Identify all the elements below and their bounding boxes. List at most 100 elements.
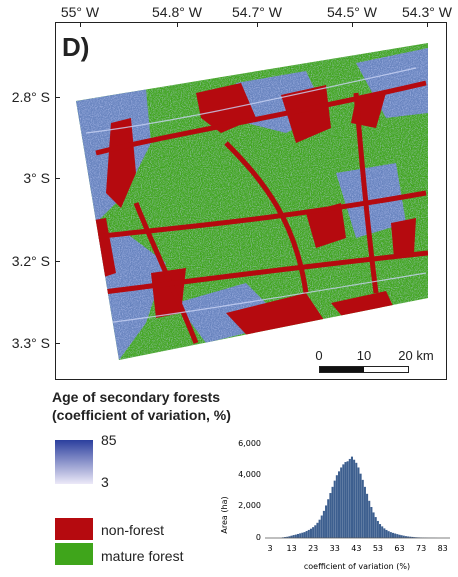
histogram-bar [309,528,312,538]
longitude-tick-label: 54.3° W [402,4,452,20]
tick-mark [55,97,60,98]
histogram-bar [400,535,403,538]
latitude-tick-label: 3° S [23,170,50,186]
histogram-bar [391,532,395,538]
tick-mark [427,22,428,27]
histogram-bar [316,522,319,538]
histogram-bar [387,531,390,538]
scale-label: 10 [356,348,372,363]
histogram-xtick: 33 [330,544,340,553]
histogram-bar [389,532,392,538]
histogram-xtick: 63 [394,544,404,553]
tick-mark [352,22,353,27]
histogram-xticks: 3 13 23 33 43 53 63 73 83 [267,544,447,553]
histogram-bar [385,529,388,538]
tick-mark [177,22,178,27]
latitude-tick-label: 3.3° S [11,335,50,351]
tick-mark [55,343,60,344]
histogram-bar [303,532,306,538]
histogram-bar [363,486,366,538]
latitude-tick-label: 3.2° S [11,253,50,269]
histogram-bar [396,534,399,538]
histogram-bar [355,462,358,538]
histogram-bar [333,480,336,538]
histogram-bar [413,537,416,538]
histogram-bar [361,479,364,538]
histogram-bar [407,536,410,538]
histogram-bar [340,467,343,538]
histogram-bar [305,531,308,538]
histogram-bar [318,519,321,538]
mature-forest-label: mature forest [101,548,184,564]
longitude-tick-label: 55° W [60,4,100,20]
histogram-bar [379,524,382,538]
non-forest-swatch [55,518,93,540]
histogram-bar [353,459,356,538]
histogram-bar [409,536,412,538]
legend-title: Age of secondary forests (coefficient of… [52,388,231,424]
histogram-xtick: 13 [286,544,296,553]
histogram-xtick: 43 [351,544,361,553]
scale-bar [319,366,409,373]
histogram-bar [342,464,345,538]
histogram-xtick: 83 [438,544,448,553]
histogram-xtick: 23 [308,544,318,553]
histogram-bar [299,533,302,538]
histogram-bar [411,536,414,538]
histogram-bar [284,537,287,538]
histogram-bar [376,520,379,538]
histogram-bar [288,536,291,538]
histogram-xtick: 53 [373,544,383,553]
histogram-bar [320,515,323,538]
longitude-tick-label: 54.5° W [327,4,377,20]
tick-mark [257,22,258,27]
histogram-bar [359,473,362,538]
histogram-bar [346,461,349,538]
classified-map [76,43,428,360]
histogram-bar [402,535,405,538]
histogram-bar [327,499,330,538]
histogram-xlabel: coefficient of variation (%) [304,562,410,571]
histogram-bar [398,534,401,538]
histogram-bar [294,534,297,538]
histogram-ylabel: Area (ha) [220,496,229,533]
histogram-bar [290,535,293,538]
histogram-bars [281,456,438,538]
panel-label: D) [62,32,90,62]
landsat-scene [76,43,428,360]
latitude-tick-label: 2.8° S [11,89,50,105]
scale-bar-segment [320,367,364,372]
histogram-ytick: 2,000 [238,501,261,510]
histogram-xtick: 73 [416,544,426,553]
histogram-bar [301,532,304,538]
histogram-ytick: 0 [256,533,261,542]
histogram-bar [372,512,375,538]
histogram-bar [296,533,300,538]
tick-mark [80,22,81,27]
histogram-bar [368,500,371,538]
histogram-bar [312,527,315,538]
non-forest-label: non-forest [101,522,165,538]
gradient-swatch [55,440,93,484]
histogram-bar [394,533,397,538]
histogram-bar [322,510,325,538]
tick-mark [55,178,60,179]
histogram-bar [344,462,347,538]
histogram-bar [350,456,353,538]
longitude-tick-label: 54.8° W [152,4,202,20]
histogram-bar [307,529,310,538]
histogram-bar [404,536,407,538]
scale-label: 20 km [398,348,434,363]
histogram-bar [337,471,341,538]
tick-mark [55,261,60,262]
mature-forest-swatch [55,543,93,565]
histogram-bar [286,536,289,538]
scale-label: 0 [315,348,323,363]
histogram-bar [335,475,338,538]
histogram-chart: Area (ha) 0 2,000 4,000 6,000 3 13 23 33 43 5… [220,439,450,571]
histogram-ytick: 6,000 [238,439,261,448]
histogram-bar [331,486,334,538]
gradient-min-label: 3 [101,474,109,490]
histogram-bar [357,467,360,538]
histogram-bar [325,505,328,538]
